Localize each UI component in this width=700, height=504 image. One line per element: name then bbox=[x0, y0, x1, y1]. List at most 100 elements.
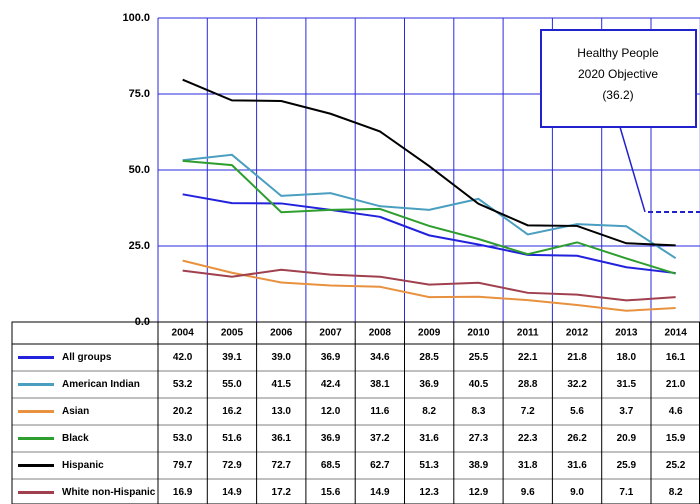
series-line bbox=[182, 153, 677, 259]
table-value: 8.2 bbox=[669, 487, 683, 498]
table-value: 39.0 bbox=[272, 352, 292, 363]
table-value: 36.9 bbox=[419, 379, 439, 390]
table-value: 25.5 bbox=[469, 352, 489, 363]
table-value: 51.6 bbox=[222, 433, 242, 444]
legend-label: Black bbox=[62, 433, 89, 444]
table-value: 9.6 bbox=[521, 487, 535, 498]
table-value: 36.1 bbox=[272, 433, 292, 444]
table-value: 7.2 bbox=[521, 406, 535, 417]
x-tick-label: 2007 bbox=[319, 328, 342, 339]
table-value: 31.5 bbox=[617, 379, 637, 390]
table-value: 72.9 bbox=[222, 460, 242, 471]
table-value: 42.4 bbox=[321, 379, 341, 390]
legend-label: Hispanic bbox=[62, 460, 104, 471]
table-value: 37.2 bbox=[370, 433, 390, 444]
table-value: 27.3 bbox=[469, 433, 489, 444]
legend-label: All groups bbox=[62, 352, 112, 363]
table-value: 8.2 bbox=[422, 406, 436, 417]
table-value: 15.6 bbox=[321, 487, 341, 498]
x-tick-label: 2006 bbox=[270, 328, 293, 339]
annotation-text: (36.2) bbox=[602, 88, 633, 102]
table-value: 16.1 bbox=[666, 352, 686, 363]
table-value: 53.0 bbox=[173, 433, 193, 444]
table-border bbox=[11, 321, 700, 504]
table-value: 22.3 bbox=[518, 433, 538, 444]
series-line bbox=[182, 268, 676, 302]
table-value: 40.5 bbox=[469, 379, 489, 390]
table-value: 36.9 bbox=[321, 352, 341, 363]
series-line bbox=[182, 159, 676, 275]
table-value: 20.9 bbox=[617, 433, 637, 444]
table-value: 8.3 bbox=[471, 406, 485, 417]
x-tick-label: 2012 bbox=[566, 328, 589, 339]
table-value: 12.9 bbox=[469, 487, 489, 498]
legend-label: White non-Hispanic bbox=[62, 487, 156, 498]
table-value: 25.9 bbox=[617, 460, 637, 471]
table-value: 14.9 bbox=[222, 487, 242, 498]
table-value: 55.0 bbox=[222, 379, 242, 390]
legend-label: American Indian bbox=[62, 379, 140, 390]
table-value: 36.9 bbox=[321, 433, 341, 444]
y-tick-label: 75.0 bbox=[129, 88, 150, 100]
annotation-text: Healthy People bbox=[577, 46, 659, 60]
x-tick-label: 2014 bbox=[665, 328, 688, 339]
table-value: 9.0 bbox=[570, 487, 584, 498]
table-value: 28.5 bbox=[419, 352, 439, 363]
table-value: 42.0 bbox=[173, 352, 193, 363]
x-tick-label: 2009 bbox=[418, 328, 441, 339]
table-value: 26.2 bbox=[567, 433, 587, 444]
table-value: 14.9 bbox=[370, 487, 390, 498]
table-value: 31.6 bbox=[567, 460, 587, 471]
table-value: 38.9 bbox=[469, 460, 489, 471]
table-value: 34.6 bbox=[370, 352, 390, 363]
x-tick-label: 2011 bbox=[517, 328, 539, 339]
x-tick-label: 2004 bbox=[172, 328, 195, 339]
table-value: 15.9 bbox=[666, 433, 686, 444]
annotation-pointer bbox=[619, 126, 646, 213]
table-value: 39.1 bbox=[222, 352, 242, 363]
table-value: 18.0 bbox=[617, 352, 637, 363]
annotation-text: 2020 Objective bbox=[578, 67, 658, 81]
table-value: 5.6 bbox=[570, 406, 584, 417]
table-value: 12.3 bbox=[419, 487, 439, 498]
y-tick-label: 50.0 bbox=[129, 164, 150, 176]
series-line bbox=[182, 259, 676, 312]
table-value: 7.1 bbox=[619, 487, 633, 498]
table-value: 20.2 bbox=[173, 406, 193, 417]
table-value: 12.0 bbox=[321, 406, 341, 417]
table-value: 3.7 bbox=[619, 406, 633, 417]
series-line bbox=[182, 78, 676, 247]
table-value: 13.0 bbox=[272, 406, 292, 417]
annotation-box bbox=[540, 29, 697, 128]
table-value: 51.3 bbox=[419, 460, 439, 471]
table-value: 79.7 bbox=[173, 460, 193, 471]
table-value: 17.2 bbox=[272, 487, 292, 498]
x-tick-label: 2013 bbox=[615, 328, 638, 339]
table-value: 21.8 bbox=[567, 352, 587, 363]
table-value: 11.6 bbox=[370, 406, 389, 417]
table-value: 16.2 bbox=[222, 406, 242, 417]
table-value: 22.1 bbox=[518, 352, 538, 363]
table-value: 32.2 bbox=[567, 379, 587, 390]
table-value: 68.5 bbox=[321, 460, 341, 471]
y-tick-label: 100.0 bbox=[122, 12, 150, 24]
table-value: 53.2 bbox=[173, 379, 193, 390]
series-line bbox=[182, 193, 676, 275]
y-tick-label: 25.0 bbox=[129, 240, 150, 252]
table-value: 41.5 bbox=[272, 379, 292, 390]
table-value: 62.7 bbox=[370, 460, 390, 471]
table-value: 31.6 bbox=[419, 433, 439, 444]
table-value: 21.0 bbox=[666, 379, 686, 390]
table-value: 28.8 bbox=[518, 379, 538, 390]
table-value: 72.7 bbox=[272, 460, 292, 471]
x-tick-label: 2010 bbox=[467, 328, 490, 339]
legend-label: Asian bbox=[62, 406, 89, 417]
table-value: 38.1 bbox=[370, 379, 390, 390]
x-tick-label: 2008 bbox=[369, 328, 392, 339]
x-tick-label: 2005 bbox=[221, 328, 244, 339]
table-value: 4.6 bbox=[669, 406, 683, 417]
table-value: 16.9 bbox=[173, 487, 193, 498]
table-value: 25.2 bbox=[666, 460, 686, 471]
table-value: 31.8 bbox=[518, 460, 538, 471]
